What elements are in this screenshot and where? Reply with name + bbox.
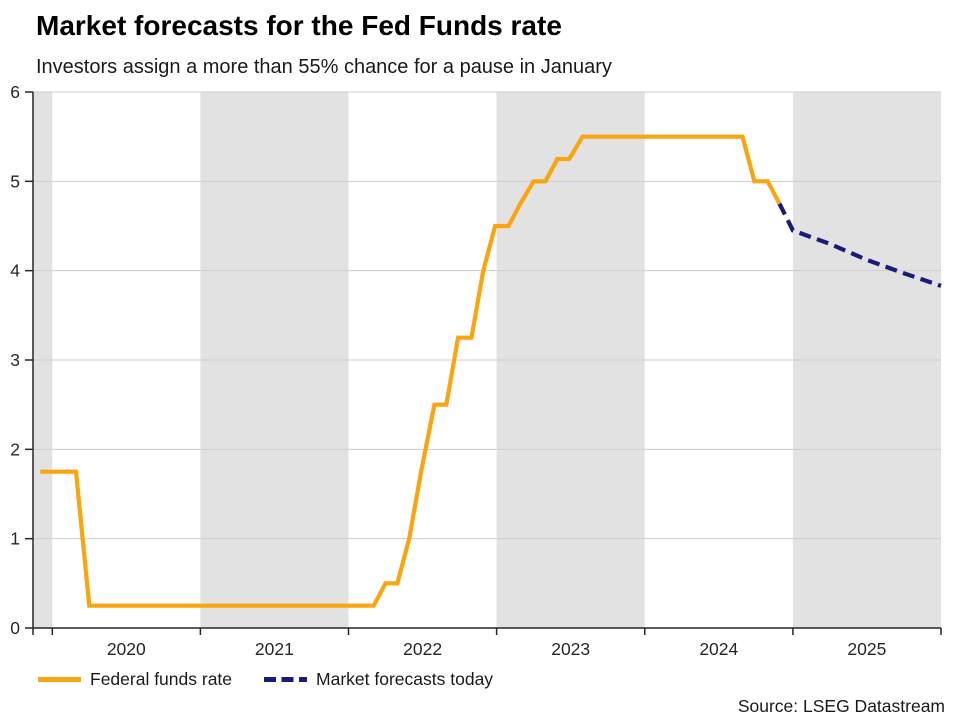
x-axis-label: 2020 [107, 639, 146, 659]
y-axis-label: 3 [10, 350, 20, 370]
y-axis-label: 4 [10, 261, 20, 281]
x-axis-label: 2025 [847, 639, 886, 659]
y-axis-label: 6 [10, 82, 20, 102]
x-axis-label: 2022 [403, 639, 442, 659]
source-credit: Source: LSEG Datastream [737, 696, 945, 716]
chart-legend: Federal funds rate Market forecasts toda… [38, 669, 493, 690]
chart-subtitle: Investors assign a more than 55% chance … [36, 56, 612, 78]
x-axis-label: 2023 [551, 639, 590, 659]
x-axis-label: 2024 [699, 639, 738, 659]
series-line-market-forecasts-today [777, 202, 942, 288]
legend-label-federal-funds-rate: Federal funds rate [90, 669, 233, 689]
legend-item-market-forecasts-today: Market forecasts today [264, 669, 493, 690]
y-axis-label: 5 [10, 171, 20, 191]
y-axis-label: 2 [10, 439, 20, 459]
legend-label-market-forecasts-today: Market forecasts today [316, 669, 494, 689]
x-axis-label: 2021 [255, 639, 294, 659]
page-title: Market forecasts for the Fed Funds rate [36, 10, 562, 41]
y-axis-label: 0 [10, 618, 20, 638]
solid-line-swatch-icon [38, 677, 81, 682]
y-axis-label: 1 [10, 529, 20, 549]
dashed-line-swatch-icon [264, 677, 308, 682]
legend-item-federal-funds-rate: Federal funds rate [38, 669, 232, 690]
series-line-federal-funds-rate [40, 134, 782, 608]
